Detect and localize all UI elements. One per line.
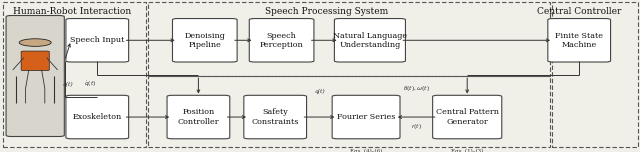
- FancyBboxPatch shape: [548, 19, 611, 62]
- Text: Natural Language
Understanding: Natural Language Understanding: [333, 32, 407, 49]
- FancyBboxPatch shape: [66, 19, 129, 62]
- Text: q(t): q(t): [314, 89, 324, 94]
- Text: $\theta(t), \omega(t)$: $\theta(t), \omega(t)$: [403, 84, 429, 93]
- FancyBboxPatch shape: [332, 95, 400, 139]
- FancyBboxPatch shape: [167, 95, 230, 139]
- Circle shape: [19, 39, 51, 46]
- Bar: [552, 2, 638, 147]
- Text: Speech Input: Speech Input: [70, 36, 124, 44]
- Text: Eqs. (4)–(6): Eqs. (4)–(6): [350, 149, 382, 152]
- Text: Speech Processing System: Speech Processing System: [265, 7, 388, 16]
- FancyBboxPatch shape: [21, 51, 49, 71]
- FancyBboxPatch shape: [173, 19, 237, 62]
- FancyBboxPatch shape: [66, 95, 129, 139]
- Text: Central Controller: Central Controller: [537, 7, 621, 16]
- Text: Exoskeleton: Exoskeleton: [73, 113, 122, 121]
- Text: Safety
Constraints: Safety Constraints: [252, 108, 299, 126]
- Text: Finite State
Machine: Finite State Machine: [556, 32, 604, 49]
- Bar: [3, 2, 146, 147]
- Text: Central Pattern
Generator: Central Pattern Generator: [436, 108, 499, 126]
- FancyBboxPatch shape: [334, 19, 406, 62]
- Text: Fourier Series: Fourier Series: [337, 113, 396, 121]
- Text: q(t): q(t): [63, 82, 73, 87]
- FancyBboxPatch shape: [250, 19, 314, 62]
- Text: $r(t)$: $r(t)$: [411, 122, 422, 131]
- Text: $\dot{q}(t)$: $\dot{q}(t)$: [84, 80, 96, 89]
- Bar: [148, 2, 550, 76]
- FancyBboxPatch shape: [6, 16, 65, 136]
- Text: Speech
Perception: Speech Perception: [260, 32, 303, 49]
- Bar: [148, 76, 550, 147]
- Text: Position
Controller: Position Controller: [177, 108, 220, 126]
- FancyBboxPatch shape: [244, 95, 307, 139]
- Text: Human-Robot Interaction: Human-Robot Interaction: [13, 7, 131, 16]
- Text: Eqs. (1)–(3): Eqs. (1)–(3): [451, 149, 483, 152]
- FancyBboxPatch shape: [433, 95, 502, 139]
- Text: Denoising
Pipeline: Denoising Pipeline: [184, 32, 225, 49]
